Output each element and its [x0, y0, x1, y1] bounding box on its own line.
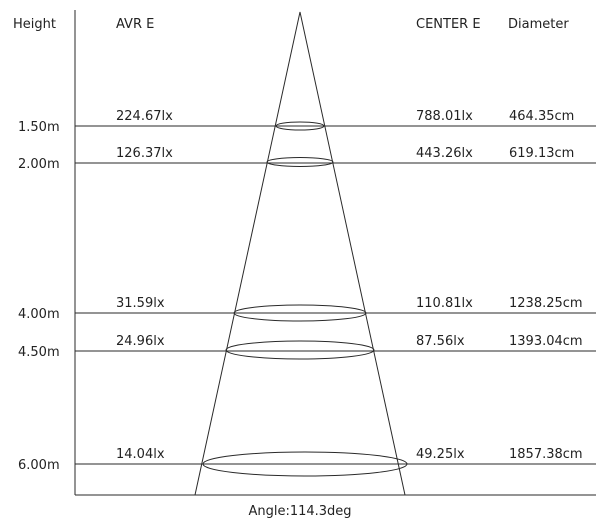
- beam-ellipse: [275, 121, 325, 131]
- avr-e-value: 14.04lx: [116, 447, 165, 462]
- header-height: Height: [13, 17, 56, 32]
- beam-ellipse: [225, 340, 375, 360]
- angle-label: Angle:114.3deg: [248, 504, 351, 519]
- height-label: 6.00m: [18, 458, 60, 473]
- avr-e-value: 224.67lx: [116, 109, 173, 124]
- diameter-value: 1857.38cm: [509, 447, 583, 462]
- beam-ellipse: [266, 157, 334, 167]
- center-e-value: 49.25lx: [416, 447, 465, 462]
- avr-e-value: 31.59lx: [116, 296, 165, 311]
- header-diameter: Diameter: [508, 17, 569, 32]
- height-label: 2.00m: [18, 157, 60, 172]
- diameter-value: 1238.25cm: [509, 296, 583, 311]
- beam-ellipse: [202, 451, 408, 477]
- height-label: 4.00m: [18, 307, 60, 322]
- center-e-value: 788.01lx: [416, 109, 473, 124]
- light-cone: [194, 11, 406, 496]
- center-e-value: 87.56lx: [416, 334, 465, 349]
- center-e-value: 443.26lx: [416, 146, 473, 161]
- diameter-value: 619.13cm: [509, 146, 574, 161]
- row-6.00m: 6.00m 14.04lx 49.25lx 1857.38cm: [18, 447, 596, 477]
- beam-ellipse: [233, 304, 367, 322]
- row-1.50m: 1.50m 224.67lx 788.01lx 464.35cm: [18, 109, 596, 135]
- center-e-value: 110.81lx: [416, 296, 473, 311]
- row-4.00m: 4.00m 31.59lx 110.81lx 1238.25cm: [18, 296, 596, 322]
- height-label: 4.50m: [18, 345, 60, 360]
- row-2.00m: 2.00m 126.37lx 443.26lx 619.13cm: [18, 146, 596, 172]
- diameter-value: 1393.04cm: [509, 334, 583, 349]
- avr-e-value: 126.37lx: [116, 146, 173, 161]
- avr-e-value: 24.96lx: [116, 334, 165, 349]
- header-avr-e: AVR E: [116, 17, 154, 32]
- height-label: 1.50m: [18, 120, 60, 135]
- header-center-e: CENTER E: [416, 17, 481, 32]
- row-4.50m: 4.50m 24.96lx 87.56lx 1393.04cm: [18, 334, 596, 360]
- diameter-value: 464.35cm: [509, 109, 574, 124]
